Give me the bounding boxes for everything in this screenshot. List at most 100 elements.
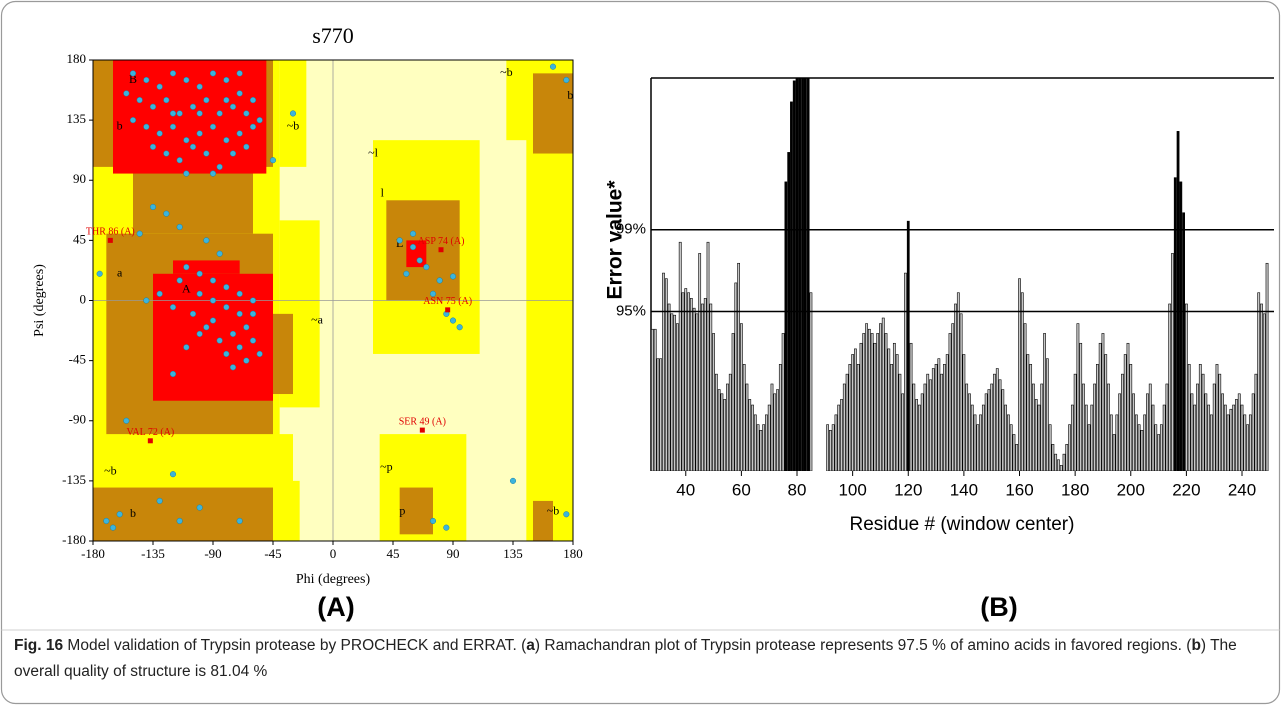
bar xyxy=(698,253,702,471)
bar xyxy=(1029,364,1033,471)
bar xyxy=(1146,393,1149,471)
bar xyxy=(1154,424,1158,471)
residue-point xyxy=(103,517,110,525)
bar xyxy=(670,313,674,471)
residue-point xyxy=(236,310,243,317)
panel-label: (B) xyxy=(980,592,1017,622)
residue-point xyxy=(249,123,257,130)
bar xyxy=(1123,354,1127,471)
bar xyxy=(1118,393,1122,471)
residue-point xyxy=(249,97,257,104)
bar xyxy=(1151,404,1155,471)
x-tick-label: 180 xyxy=(1061,480,1089,499)
residue-point xyxy=(196,270,203,277)
residue-point xyxy=(236,90,243,97)
residue-point xyxy=(549,63,557,70)
residue-point xyxy=(423,264,430,271)
bar xyxy=(1023,323,1027,471)
bar xyxy=(1198,364,1202,471)
bar xyxy=(1018,278,1021,471)
bar xyxy=(940,373,944,471)
outlier-label: THR 86 (A) xyxy=(86,227,135,238)
bar xyxy=(1159,424,1163,471)
residue-point xyxy=(183,264,190,271)
bar xyxy=(756,424,760,471)
region-label: B xyxy=(129,72,137,86)
bar xyxy=(945,354,949,471)
bar xyxy=(851,354,855,471)
bar xyxy=(1179,181,1183,471)
bar xyxy=(920,393,924,471)
bar xyxy=(737,262,740,471)
residue-point xyxy=(176,277,183,284)
bar xyxy=(1260,303,1263,471)
bar xyxy=(1001,389,1005,471)
residue-point xyxy=(203,237,210,244)
bar xyxy=(784,181,788,471)
residue-point xyxy=(223,137,230,144)
bar xyxy=(887,348,891,471)
caption-text: a xyxy=(526,637,535,654)
bar xyxy=(1254,373,1258,471)
bar xyxy=(767,404,771,471)
y-tick-label: -180 xyxy=(62,532,86,547)
bar xyxy=(1115,414,1119,471)
residue-point xyxy=(236,344,243,351)
residue-point xyxy=(203,97,210,104)
region-label: ~b xyxy=(104,463,117,477)
y-tick-label: 45 xyxy=(73,231,86,246)
bar xyxy=(1229,408,1233,471)
bar xyxy=(1101,333,1105,471)
y-tick-label: 180 xyxy=(67,51,87,66)
bar xyxy=(937,358,941,471)
residue-point xyxy=(169,110,177,117)
bar xyxy=(1015,444,1019,471)
bar xyxy=(803,78,807,471)
residue-point xyxy=(176,223,183,231)
bar xyxy=(790,101,793,471)
bar xyxy=(689,298,693,471)
bar xyxy=(873,342,877,471)
outlier-label: SER 49 (A) xyxy=(399,416,446,427)
residue-point xyxy=(143,297,150,304)
bar xyxy=(695,313,699,471)
residue-point xyxy=(209,123,217,130)
bar xyxy=(1173,177,1177,471)
residue-point xyxy=(183,344,190,351)
region xyxy=(173,260,240,274)
bar xyxy=(662,272,665,471)
bar xyxy=(712,333,715,471)
bar xyxy=(959,313,963,471)
outlier-point xyxy=(419,427,425,433)
bar xyxy=(856,364,860,471)
residue-point xyxy=(129,70,137,77)
residue-point xyxy=(269,157,277,164)
bar xyxy=(1235,399,1238,471)
bar xyxy=(926,373,930,471)
bar xyxy=(1007,414,1010,471)
residue-point xyxy=(169,70,177,77)
residue-point xyxy=(509,477,517,484)
bar xyxy=(995,368,999,471)
residue-point xyxy=(216,110,223,117)
bar xyxy=(943,364,946,471)
y-tick-label: -45 xyxy=(69,352,86,367)
bar xyxy=(918,404,921,471)
bar xyxy=(845,373,849,471)
bar xyxy=(931,368,935,471)
bar xyxy=(703,298,707,471)
bar xyxy=(781,333,785,471)
x-tick-label: 220 xyxy=(1172,480,1200,499)
bar xyxy=(1226,414,1230,471)
residue-point xyxy=(189,143,197,150)
bar xyxy=(1257,292,1261,471)
bar xyxy=(806,78,810,471)
residue-point xyxy=(449,317,457,324)
bar xyxy=(1032,383,1035,471)
bar xyxy=(770,383,774,471)
bar xyxy=(1073,373,1077,471)
bar xyxy=(842,383,846,471)
bar xyxy=(987,389,991,471)
